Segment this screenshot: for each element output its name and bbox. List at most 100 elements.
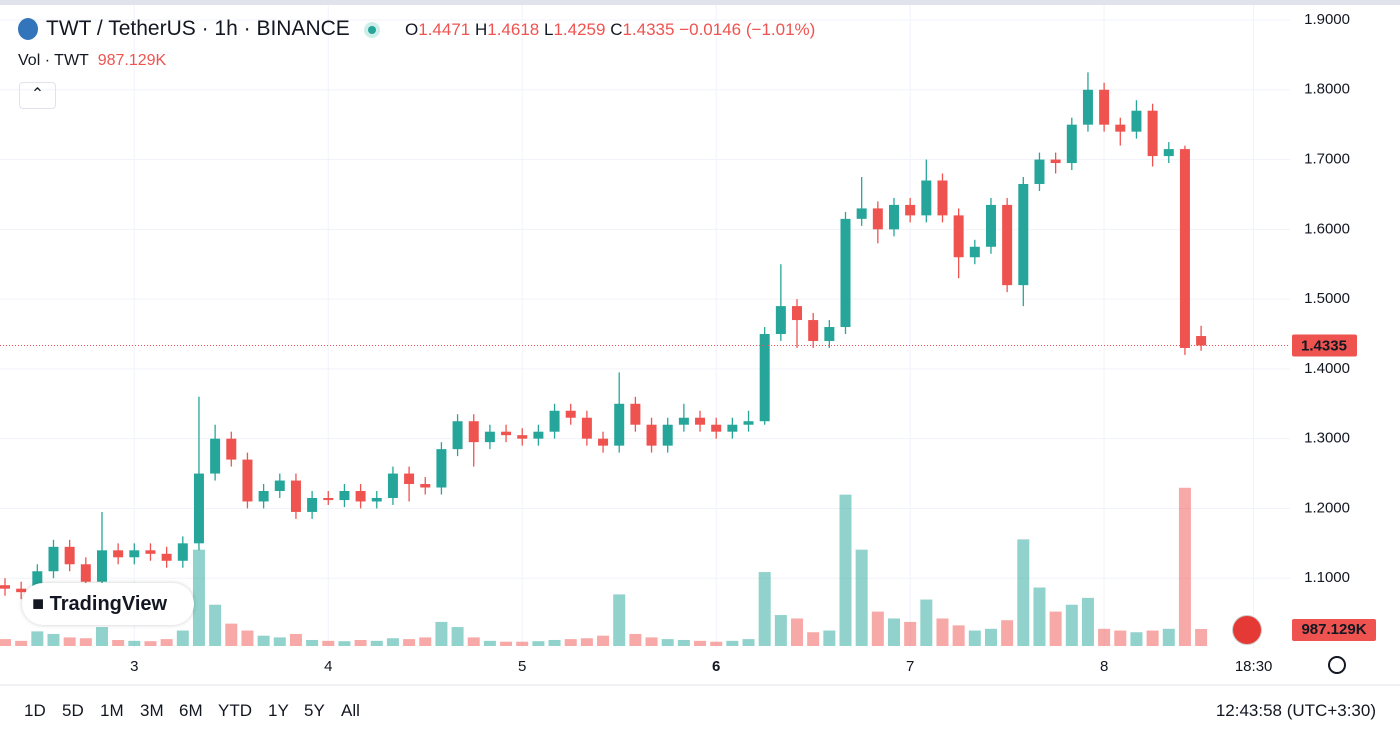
- volume-bar: [63, 637, 76, 646]
- volume-bar: [887, 618, 900, 646]
- volume-bar: [936, 618, 949, 646]
- range-button[interactable]: 1M: [100, 701, 124, 720]
- candle-body: [678, 417, 689, 425]
- x-tick-label: 18:30: [1235, 658, 1273, 675]
- volume-bar: [128, 640, 141, 646]
- volume-bar: [1098, 628, 1111, 646]
- candle-body: [452, 421, 463, 450]
- clock[interactable]: 12:43:58 (UTC+3:30): [1215, 701, 1376, 720]
- candle-body: [1066, 124, 1077, 164]
- candle-body: [533, 431, 544, 439]
- y-tick-label: 1.8000: [1304, 81, 1350, 98]
- volume-bar: [807, 632, 820, 646]
- volume-bar: [952, 625, 965, 646]
- candle-body: [274, 480, 285, 492]
- volume-bar: [1114, 630, 1127, 646]
- volume-bar: [160, 639, 173, 646]
- volume-bar: [855, 549, 868, 646]
- price-tag-label: 1.4335: [1301, 337, 1347, 354]
- candle-body: [355, 491, 366, 502]
- volume-bar: [532, 641, 545, 646]
- volume-bar: [0, 639, 11, 646]
- candle-body: [501, 431, 512, 436]
- range-button[interactable]: 5D: [62, 701, 84, 720]
- volume-bar: [112, 639, 125, 646]
- volume-bar: [871, 611, 884, 646]
- candle-body: [856, 208, 867, 219]
- candle-body: [872, 208, 883, 230]
- volume-bar: [710, 641, 723, 646]
- y-tick-label: 1.7000: [1304, 151, 1350, 168]
- candle-body: [711, 424, 722, 432]
- collapse-button[interactable]: ⌃: [19, 82, 56, 109]
- candle-body: [242, 459, 253, 502]
- candle-body: [630, 403, 641, 425]
- volume-bar: [435, 621, 448, 646]
- volume-bar: [257, 635, 270, 646]
- ohlc-label: C: [610, 20, 623, 39]
- volume-bar: [1017, 539, 1030, 646]
- volume-bar: [47, 633, 60, 646]
- range-button[interactable]: 6M: [179, 701, 203, 720]
- candle-body: [581, 417, 592, 439]
- range-button[interactable]: 1D: [24, 701, 46, 720]
- candle-body: [1002, 204, 1013, 286]
- range-button[interactable]: 3M: [140, 701, 164, 720]
- volume-title: Vol · TWT: [18, 52, 89, 69]
- ohlc-label: H: [474, 20, 488, 39]
- ohlc-value: 1.4335: [622, 20, 675, 39]
- range-button[interactable]: 1Y: [268, 701, 289, 720]
- volume-bar: [516, 641, 529, 646]
- volume-bar: [209, 604, 222, 646]
- candle-body: [96, 550, 107, 582]
- candle-body: [808, 320, 819, 341]
- candle-body: [1099, 89, 1110, 125]
- candle-body: [792, 306, 803, 321]
- candle-body: [1034, 159, 1045, 184]
- volume-bar: [1162, 628, 1175, 646]
- volume-tag-label: 987.129K: [1301, 621, 1366, 638]
- volume-bar: [1033, 587, 1046, 646]
- candle-body: [129, 550, 140, 558]
- candle-body: [727, 424, 738, 432]
- candle-body: [905, 204, 916, 216]
- candle-body: [436, 449, 447, 488]
- candle-body: [840, 218, 851, 328]
- volume-bar: [742, 639, 755, 646]
- settings-icon[interactable]: [1328, 656, 1346, 674]
- change-pct: (−1.01%): [745, 20, 816, 39]
- flag-icon[interactable]: [1232, 615, 1262, 645]
- volume-bar: [1146, 630, 1159, 646]
- candle-body: [258, 491, 269, 502]
- candle-body: [307, 497, 318, 512]
- candle-body: [695, 417, 706, 425]
- volume-bar: [1178, 487, 1191, 646]
- range-button[interactable]: YTD: [218, 701, 252, 720]
- candle-body: [371, 497, 382, 502]
- volume-bar: [79, 638, 92, 646]
- range-button[interactable]: All: [341, 701, 360, 720]
- logo-badge[interactable]: ■ TradingView: [22, 583, 194, 625]
- candle-body: [662, 424, 673, 446]
- candle-body: [16, 588, 27, 593]
- volume-bar: [1081, 597, 1094, 646]
- y-tick-label: 1.3000: [1304, 430, 1350, 447]
- volume-bar: [645, 637, 658, 646]
- candle-body: [1115, 124, 1126, 132]
- volume-bar: [338, 641, 351, 646]
- volume-bar: [306, 639, 319, 646]
- candle-body: [484, 431, 495, 443]
- volume-bar: [403, 639, 416, 646]
- candle-body: [113, 550, 124, 558]
- candle-body: [517, 435, 528, 439]
- ohlc-value: 1.4259: [553, 20, 606, 39]
- candle-body: [145, 550, 156, 554]
- volume-bar: [15, 640, 28, 646]
- ohlc-label: O: [405, 20, 419, 39]
- candle-body: [339, 491, 350, 501]
- candle-body: [48, 546, 59, 572]
- y-tick-label: 1.5000: [1304, 290, 1350, 307]
- range-button[interactable]: 5Y: [304, 701, 325, 720]
- candle-body: [1131, 110, 1142, 132]
- candle-body: [1082, 89, 1093, 125]
